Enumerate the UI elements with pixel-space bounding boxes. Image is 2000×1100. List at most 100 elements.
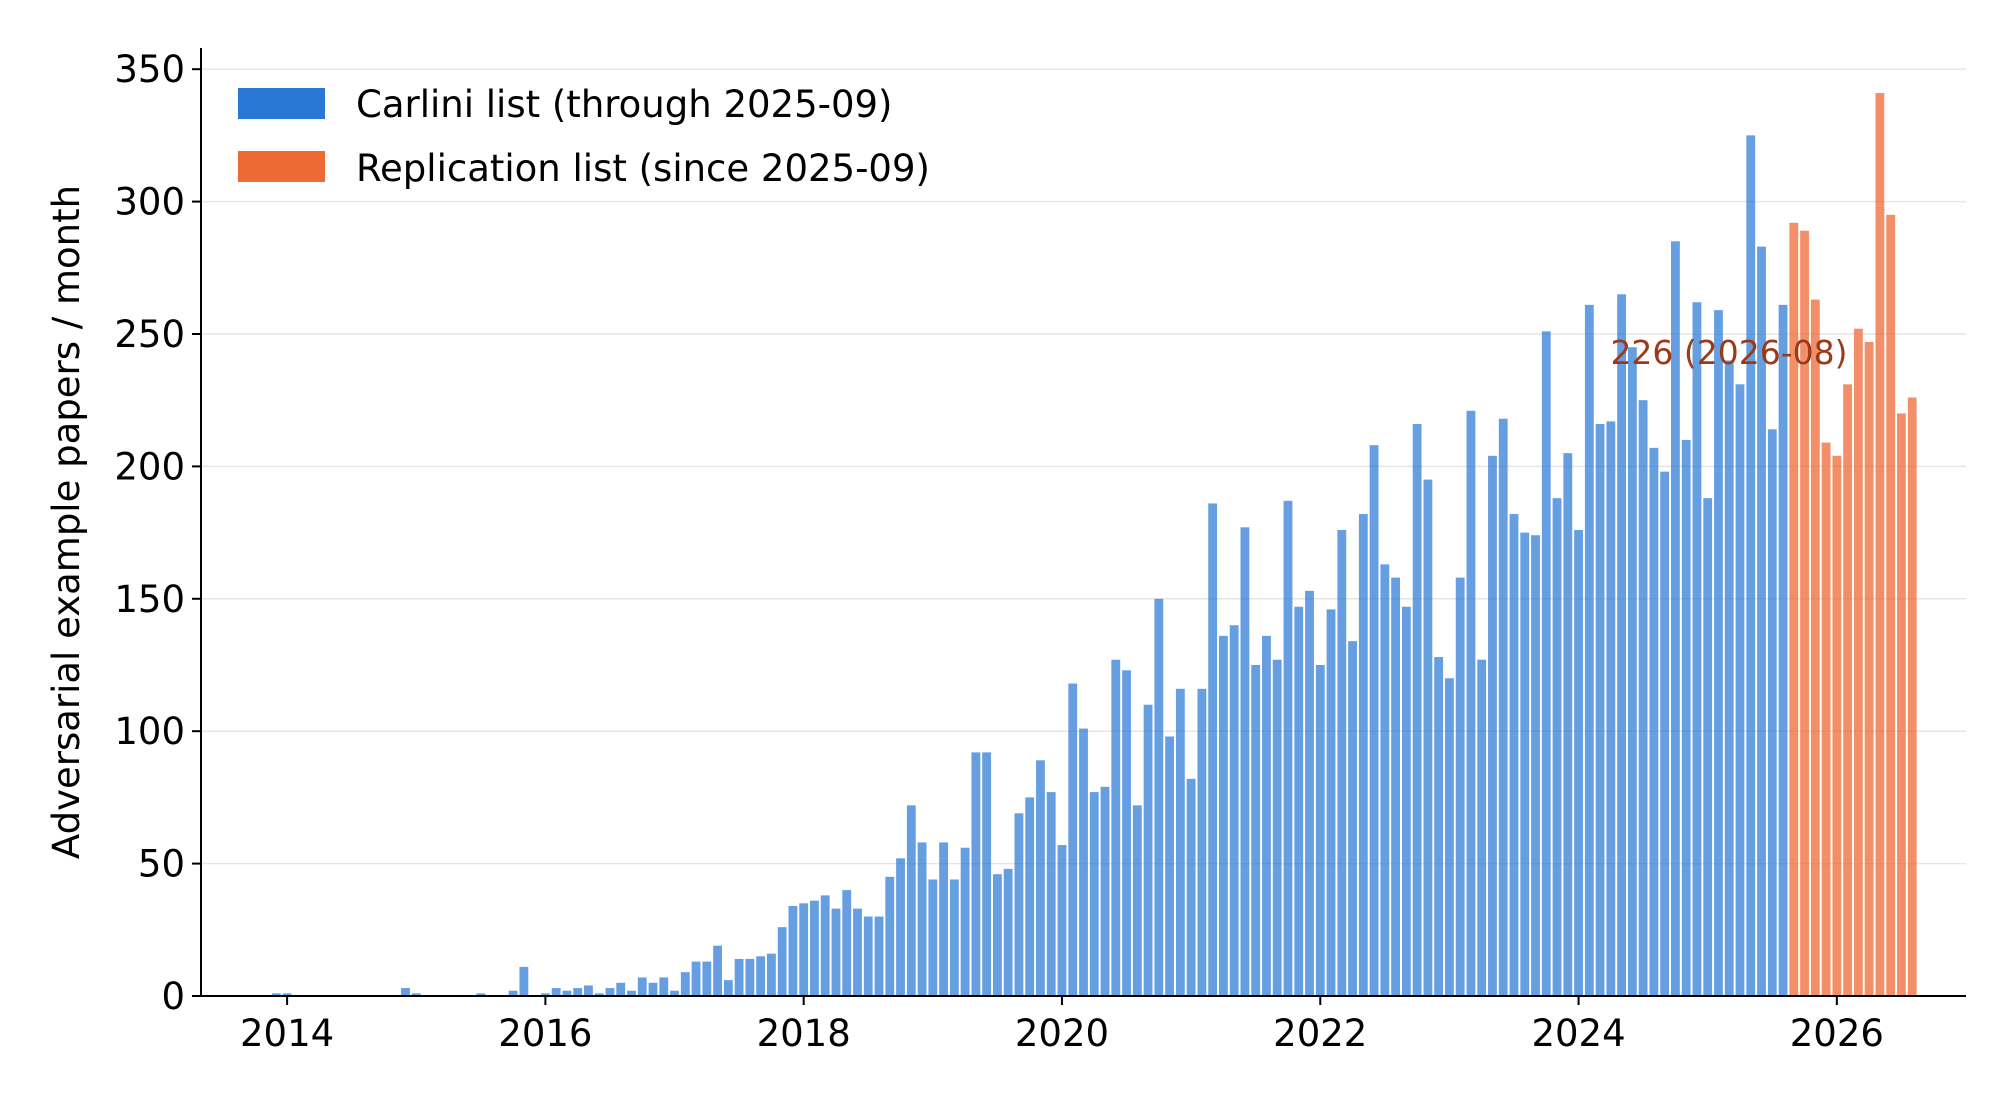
bar-carlini (648, 982, 658, 996)
bar-carlini (1627, 347, 1637, 996)
bar-replication (1800, 230, 1809, 996)
bar-carlini (1638, 400, 1648, 996)
x-tick-label: 2026 (1790, 1012, 1884, 1055)
bar-carlini (1692, 302, 1702, 996)
bar-carlini (1197, 688, 1207, 996)
bar-carlini (659, 977, 669, 996)
bar-carlini (1154, 598, 1164, 996)
bar-carlini (1412, 424, 1422, 996)
bar-replication (1897, 413, 1906, 996)
bar-carlini (670, 990, 679, 996)
bar-replication (1843, 384, 1853, 997)
legend-label-carlini: Carlini list (through 2025-09) (356, 83, 892, 126)
bar-carlini (1401, 606, 1411, 996)
bar-carlini (1681, 439, 1691, 996)
bar-carlini (1509, 514, 1519, 996)
y-tick-label: 250 (114, 313, 185, 356)
bar-carlini (949, 879, 959, 996)
legend-label-replication: Replication list (since 2025-09) (356, 147, 930, 190)
y-tick-label: 50 (138, 843, 185, 886)
bar-carlini (1369, 445, 1379, 997)
bar-carlini (917, 842, 927, 996)
bar-carlini (1089, 792, 1099, 996)
bar-carlini (1358, 514, 1368, 996)
bar-carlini (637, 977, 647, 996)
bar-replication (1886, 214, 1896, 997)
bar-carlini (982, 752, 992, 996)
x-tick-label: 2018 (757, 1012, 851, 1055)
bar-carlini (476, 993, 486, 996)
y-tick-label: 0 (161, 975, 185, 1018)
bar-carlini (1778, 304, 1788, 996)
bar-carlini (680, 972, 690, 996)
bar-carlini (573, 988, 583, 996)
bar-carlini (723, 980, 733, 996)
bar-carlini (1541, 331, 1551, 996)
bar-carlini (1036, 760, 1045, 996)
bar-carlini (1735, 384, 1745, 997)
bar-carlini (1531, 535, 1540, 996)
bar-carlini (939, 842, 949, 996)
bar-carlini (1229, 625, 1239, 996)
bar-carlini (627, 990, 636, 996)
bar-carlini (745, 958, 755, 996)
bar-carlini (1315, 664, 1325, 996)
bar-carlini (1143, 704, 1153, 996)
bar-carlini (1240, 527, 1250, 996)
bar-carlini (810, 900, 819, 996)
x-tick-label: 2014 (240, 1012, 334, 1055)
bar-carlini (1326, 609, 1336, 996)
bar-carlini (1660, 471, 1670, 997)
bar-carlini (401, 988, 410, 996)
bar-carlini (1445, 678, 1454, 996)
y-tick-label: 200 (114, 445, 185, 488)
bar-carlini (1434, 657, 1444, 996)
bar-carlini (1337, 529, 1347, 996)
y-axis-ticks: 0 50 100 150 200 250 300 350 (114, 48, 201, 1018)
bars (271, 93, 1917, 997)
y-tick-label: 150 (114, 578, 185, 621)
bar-carlini (1380, 564, 1390, 996)
x-tick-label: 2022 (1273, 1012, 1367, 1055)
bar-carlini (1057, 845, 1067, 996)
bar-carlini (777, 927, 787, 996)
bar-carlini (1218, 635, 1228, 996)
bar-carlini (1025, 797, 1035, 996)
bar-replication (1907, 397, 1917, 997)
bar-carlini (1175, 688, 1185, 996)
bar-carlini (1305, 590, 1314, 996)
bar-carlini (1348, 641, 1357, 996)
bar-carlini (271, 993, 281, 996)
bar-carlini (1574, 529, 1583, 996)
bar-carlini (1294, 606, 1304, 996)
bar-carlini (1208, 503, 1218, 996)
bar-carlini (906, 805, 916, 996)
bar-replication (1875, 93, 1885, 996)
bar-replication (1832, 455, 1842, 996)
bar-carlini (1186, 778, 1196, 996)
bar-carlini (605, 988, 615, 996)
bar-carlini (1068, 683, 1078, 996)
bar-carlini (853, 908, 862, 996)
bar-carlini (1563, 453, 1573, 996)
bar-carlini (1746, 135, 1756, 996)
bar-carlini (519, 966, 529, 996)
bar-carlini (1671, 241, 1680, 997)
bar-carlini (1111, 659, 1121, 996)
bar-carlini (1100, 786, 1110, 996)
bar-carlini (992, 874, 1002, 996)
x-tick-label: 2020 (1015, 1012, 1109, 1055)
bar-carlini (1767, 429, 1777, 996)
bar-carlini (1165, 736, 1175, 996)
bar-carlini (1552, 498, 1562, 996)
annotation-label: 226 (2026-08) (1610, 333, 1847, 372)
bar-carlini (1455, 577, 1465, 996)
bar-carlini (1617, 294, 1627, 996)
bar-carlini (874, 916, 884, 996)
bar-carlini (896, 858, 905, 996)
bar-carlini (584, 985, 593, 996)
bar-carlini (756, 956, 766, 996)
bar-carlini (842, 890, 852, 996)
bar-carlini (820, 895, 830, 996)
bar-carlini (1391, 577, 1401, 996)
